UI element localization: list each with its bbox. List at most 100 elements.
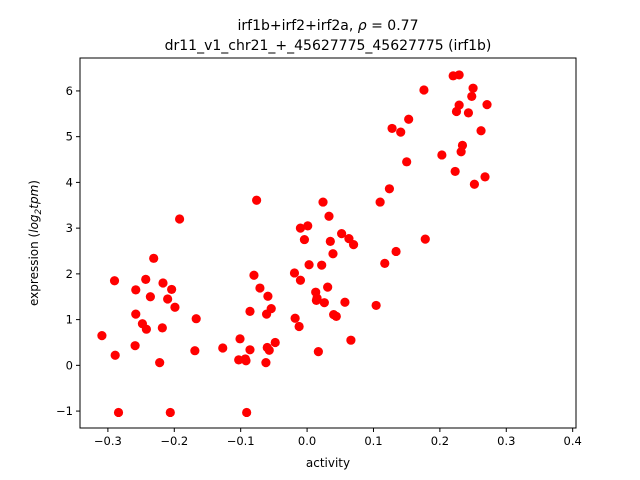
y-tick-label: 1 <box>66 313 73 327</box>
data-point <box>141 324 151 334</box>
data-point <box>155 357 165 368</box>
data-point <box>348 240 359 250</box>
y-tick-label: −1 <box>56 404 73 418</box>
data-point <box>312 293 322 303</box>
data-point <box>270 337 280 348</box>
data-point <box>252 195 262 205</box>
data-point <box>174 214 185 224</box>
x-tick-label: 0.2 <box>431 434 449 448</box>
data-point <box>454 70 464 80</box>
data-point <box>375 197 385 207</box>
data-point <box>337 229 347 239</box>
data-point <box>245 306 255 316</box>
data-point <box>141 274 151 284</box>
x-tick-label: 0.1 <box>364 434 382 448</box>
data-point <box>110 350 120 360</box>
data-point <box>266 304 276 314</box>
data-point <box>482 100 492 110</box>
data-point <box>295 223 306 233</box>
data-point <box>454 100 464 110</box>
data-point <box>324 211 334 221</box>
x-tick-label: −0.2 <box>160 434 188 448</box>
y-axis-label: expression (log2tpm) <box>27 180 44 306</box>
data-point <box>313 347 323 357</box>
data-point <box>241 356 251 366</box>
y-tick-label: 6 <box>66 84 73 98</box>
data-point <box>371 300 381 311</box>
data-point <box>289 268 300 278</box>
y-tick-label: 2 <box>66 267 73 281</box>
chart-title-line1: irf1b+irf2+irf2a, ρ = 0.77 <box>238 18 419 34</box>
data-point <box>264 345 274 355</box>
data-point <box>242 407 252 418</box>
data-point <box>318 197 328 207</box>
data-point <box>384 184 395 194</box>
data-point <box>346 335 356 345</box>
x-tick-label: 0.4 <box>564 434 582 448</box>
data-point <box>167 284 177 295</box>
data-point <box>317 260 327 270</box>
data-point <box>469 179 480 189</box>
data-point <box>450 166 460 177</box>
data-point <box>328 249 338 259</box>
x-tick-label: −0.3 <box>94 434 122 448</box>
data-point <box>158 278 168 288</box>
data-point <box>325 236 335 246</box>
data-point <box>165 407 175 418</box>
data-point <box>419 85 429 95</box>
y-tick-label: 4 <box>66 175 73 189</box>
x-axis-label: activity <box>306 456 350 470</box>
data-point <box>467 91 477 102</box>
y-tick-label: 5 <box>66 130 73 144</box>
y-tick-label: 0 <box>66 358 73 372</box>
data-point <box>323 282 333 292</box>
data-point <box>235 334 245 344</box>
data-point <box>163 294 173 304</box>
data-point <box>319 298 329 308</box>
data-point <box>387 123 397 134</box>
data-point <box>97 331 107 341</box>
data-point <box>149 253 159 263</box>
data-point <box>145 292 155 302</box>
data-point <box>476 126 486 136</box>
data-point <box>255 283 265 293</box>
chart-title-line2: dr11_v1_chr21_+_45627775_45627775 (irf1b… <box>165 38 492 54</box>
data-point <box>131 285 141 295</box>
x-tick-label: −0.1 <box>227 434 255 448</box>
x-tick-label: 0.3 <box>497 434 515 448</box>
data-point <box>468 83 478 93</box>
x-tick-label: 0.0 <box>298 434 316 448</box>
data-point <box>304 260 314 270</box>
data-point <box>113 407 124 418</box>
data-point <box>457 140 468 150</box>
data-point <box>131 309 141 319</box>
data-point <box>157 323 167 333</box>
data-point <box>391 246 401 257</box>
data-point <box>295 275 306 285</box>
data-point <box>303 221 313 231</box>
data-point <box>190 346 200 356</box>
data-point <box>437 150 447 160</box>
data-point <box>263 291 273 301</box>
data-point <box>218 343 228 353</box>
data-point <box>109 276 120 286</box>
data-point <box>290 313 300 323</box>
data-point <box>380 258 390 268</box>
data-point <box>463 108 474 118</box>
data-point <box>299 234 310 245</box>
data-points <box>97 70 492 418</box>
data-point <box>261 357 271 368</box>
data-point <box>404 114 414 124</box>
data-point <box>130 341 140 351</box>
data-point <box>340 297 350 307</box>
rho-symbol: ρ <box>358 18 367 34</box>
data-point <box>294 321 304 332</box>
y-tick-label: 3 <box>66 221 73 235</box>
data-point <box>420 234 430 244</box>
data-point <box>191 314 201 324</box>
data-point <box>249 270 259 280</box>
data-point <box>396 127 406 137</box>
data-point <box>245 345 255 355</box>
